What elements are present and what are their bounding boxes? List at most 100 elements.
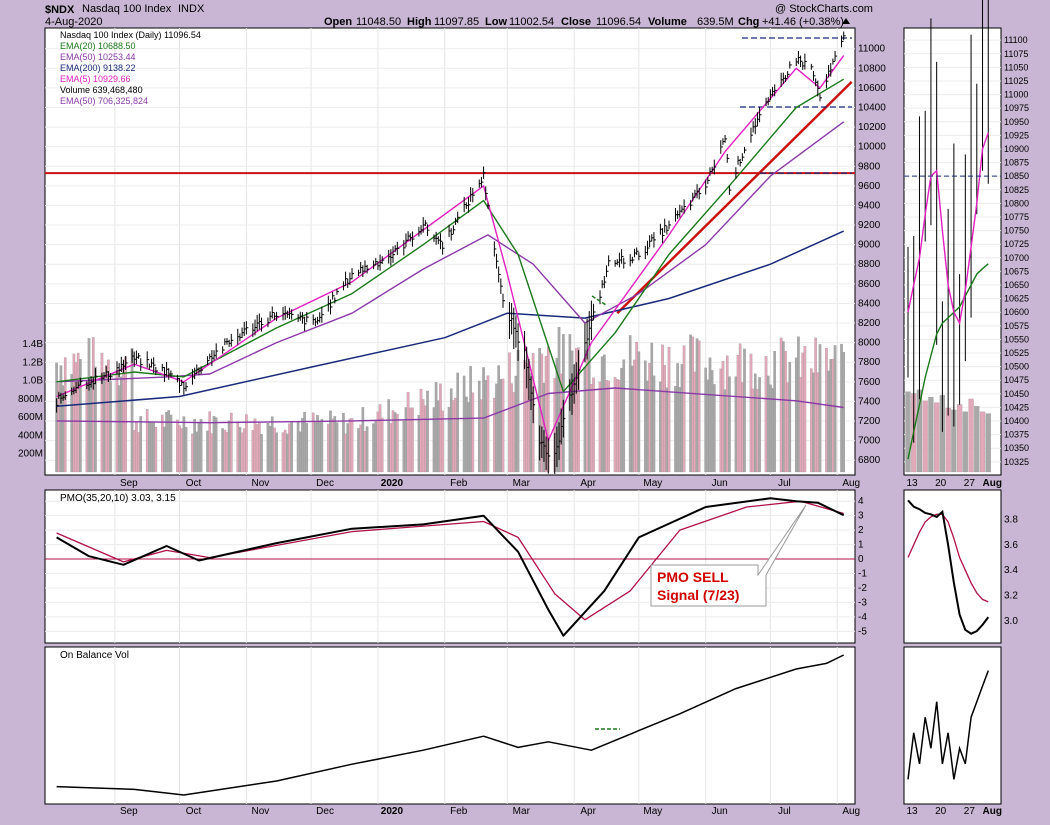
volume-bar (210, 433, 214, 473)
volume-bar (471, 392, 475, 473)
volume-bar (801, 352, 805, 473)
volume-bar (482, 367, 485, 473)
volume-bar (195, 431, 199, 473)
open-value: 11048.50 (356, 16, 401, 28)
volume-bar (169, 414, 173, 473)
volume-bar (152, 422, 155, 473)
volume-bar (708, 357, 712, 473)
chg-label: Chg (738, 16, 759, 28)
zoom-obv-x-tick-label: Aug (983, 806, 1002, 817)
volume-bar (236, 421, 240, 473)
gridlines (45, 28, 1001, 804)
volume-bar (402, 420, 406, 473)
close-label: Close (561, 16, 591, 28)
volume-bar (784, 351, 787, 473)
volume-bar (240, 432, 244, 473)
volume-bar (693, 371, 697, 473)
pmo-line (56, 497, 845, 637)
volume-bar (298, 431, 302, 473)
volume-bar (199, 419, 203, 473)
volume-bar (260, 434, 263, 473)
zoom-pmo-y-tick-label: 3.8 (1004, 514, 1018, 525)
zoom-volume-bar (945, 407, 951, 473)
volume-bar (493, 397, 496, 473)
volume-bar (372, 423, 375, 473)
volume-bar (426, 390, 429, 473)
zoom-pmo-line (907, 499, 990, 635)
volume-bar (221, 428, 224, 473)
zoom-y-tick-label: 10800 (1004, 198, 1029, 208)
price-x-tick-label: May (643, 478, 662, 489)
volume-bar (751, 388, 755, 473)
volume-bar (361, 407, 365, 473)
volume-bar (251, 430, 255, 473)
volume-bar (191, 433, 194, 473)
zoom-pmo-y-tick-label: 3.2 (1004, 591, 1018, 602)
price-y-tick-label: 11000 (858, 44, 886, 55)
volume-bar (706, 379, 710, 473)
zoom-volume-bar (922, 400, 928, 473)
series-lines (45, 0, 1001, 796)
volume-bar (167, 410, 171, 473)
obv-x-tick-label: Jun (712, 806, 728, 817)
volume-bar (182, 416, 186, 473)
pmo-y-tick-label: 2 (858, 525, 864, 536)
volume-bar (501, 378, 505, 473)
volume-bar (406, 391, 410, 473)
pmo-y-tick-label: -2 (858, 583, 867, 594)
zoom-y-tick-label: 10700 (1004, 253, 1029, 263)
volume-bar (408, 407, 412, 473)
price-y-tick-label: 7600 (858, 377, 881, 388)
volume-bar (646, 380, 649, 473)
volume-bar (644, 360, 647, 473)
volume-ema50-line (56, 387, 844, 424)
zoom-y-tick-label: 10375 (1004, 430, 1029, 440)
callout-line2: Signal (7/23) (657, 587, 739, 603)
volume-bar (432, 407, 436, 473)
volume-bar (771, 388, 774, 473)
pmo-signal-line (56, 500, 844, 621)
volume-bar (480, 399, 483, 473)
volume-bar (214, 417, 218, 473)
volume-bar (223, 429, 227, 473)
volume-bar (695, 338, 699, 473)
zoom-x-tick-label: 13 (906, 478, 918, 489)
pmo-y-tick-label: 0 (858, 554, 864, 565)
volume-bar (788, 362, 792, 473)
price-x-tick-label: Sep (120, 478, 138, 489)
low-value: 11002.54 (509, 16, 554, 28)
volume-bar (818, 344, 822, 473)
zoom-y-tick-label: 11050 (1004, 62, 1028, 72)
volume-bar (652, 375, 656, 473)
volume-bar (227, 420, 231, 473)
volume-bar (605, 380, 608, 473)
volume-bar (380, 417, 384, 473)
volume-bar (178, 425, 181, 473)
volume-bar (124, 356, 127, 473)
volume-bar (180, 428, 183, 473)
zoom-y-tick-label: 10750 (1004, 226, 1029, 236)
volume-bar (691, 336, 695, 473)
volume-bar (794, 357, 798, 473)
zoom-y-tick-label: 10525 (1004, 348, 1029, 358)
callout-box (650, 504, 807, 607)
volume-bar (697, 340, 701, 473)
volume-bar (359, 424, 362, 473)
zoom-y-tick-label: 10675 (1004, 266, 1029, 276)
zoom-y-tick-label: 10550 (1004, 334, 1029, 344)
volume-bar (756, 388, 759, 473)
volume-bar (680, 364, 684, 473)
volume-bar (590, 383, 593, 473)
volume-bar (439, 383, 442, 473)
volume-bar (305, 423, 309, 473)
volume-bar (833, 345, 837, 473)
volume-bar (477, 380, 481, 473)
chg-up-triangle-icon (842, 18, 850, 24)
volume-bar (357, 428, 360, 473)
volume-bar (734, 376, 738, 473)
volume-bar (829, 359, 833, 473)
volume-bar (434, 382, 438, 473)
volume-bar (104, 365, 108, 473)
volume-bar (102, 380, 106, 473)
volume-bar (350, 418, 354, 473)
